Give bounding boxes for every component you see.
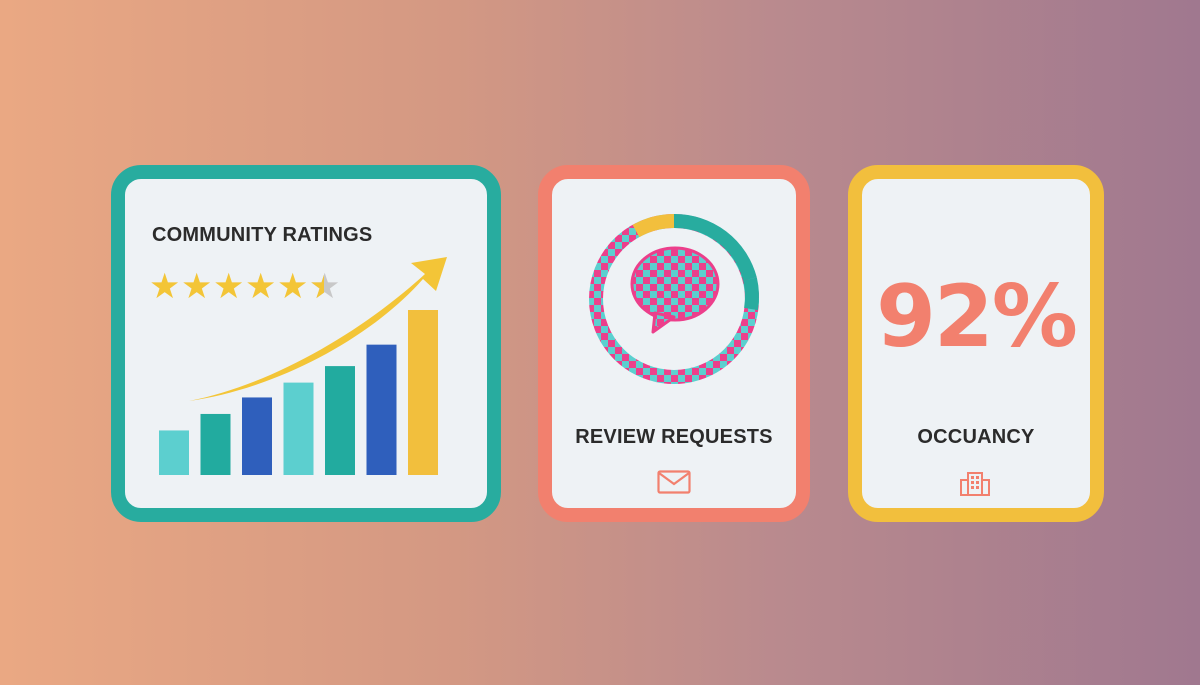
community-ratings-title: COMMUNITY RATINGS [152, 224, 373, 246]
occupancy-percentage: 92% [876, 267, 1078, 367]
occupancy-card[interactable]: 92% OCCUANCY [848, 165, 1104, 522]
star-rating: ★★★★★★★ [149, 267, 341, 306]
chart-bar [242, 397, 272, 475]
chart-bar [325, 366, 355, 475]
chart-bar [159, 430, 189, 475]
occupancy-title: OCCUANCY [917, 426, 1035, 448]
building-icon [960, 472, 990, 496]
growth-bar-chart [159, 257, 447, 475]
chart-bar [200, 413, 231, 475]
star-icon: ★★ [309, 267, 341, 306]
review-requests-title: REVIEW REQUESTS [575, 426, 773, 448]
star-icon: ★ [181, 267, 213, 306]
star-icon: ★ [213, 267, 245, 306]
star-icon: ★ [277, 267, 309, 306]
ring-gold-segment [632, 214, 675, 238]
star-icon: ★ [149, 267, 181, 306]
chat-bubble-icon [630, 246, 720, 334]
envelope-icon [657, 470, 691, 494]
review-requests-card[interactable]: REVIEW REQUESTS [538, 165, 810, 522]
star-icon: ★ [245, 267, 277, 306]
ring-teal-segment [673, 213, 757, 282]
review-donut-graphic [589, 213, 759, 384]
chart-bar [283, 382, 314, 475]
chart-bar [366, 344, 397, 475]
community-ratings-card[interactable]: COMMUNITY RATINGS ★★★★★★★ [111, 165, 501, 522]
chart-bar [408, 310, 438, 475]
